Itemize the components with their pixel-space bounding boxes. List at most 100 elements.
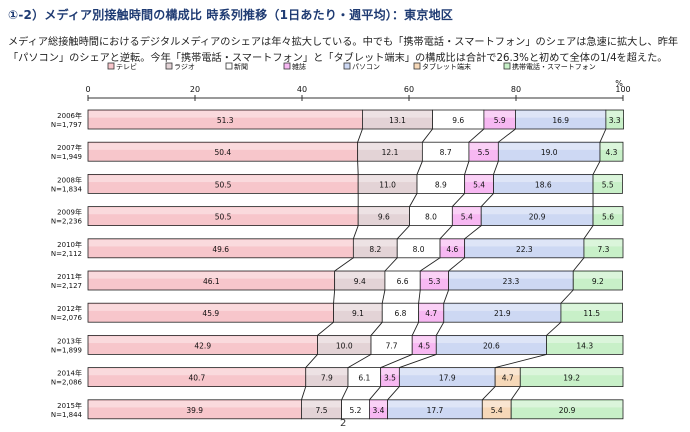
bar-connector-line <box>396 225 410 240</box>
legend-label: パソコン <box>352 63 380 71</box>
row-year-label: 2015年 <box>57 401 82 410</box>
bar-value-label: 9.4 <box>354 277 366 286</box>
bar-segment-highlight <box>382 304 419 311</box>
row-year-label: 2013年 <box>57 336 82 345</box>
x-tick-label: 100 <box>615 85 630 94</box>
axis-unit-label: % <box>615 79 623 88</box>
bar-value-label: 8.0 <box>413 245 425 254</box>
bar-value-label: 13.1 <box>389 116 406 125</box>
bar-value-label: 4.7 <box>425 309 437 318</box>
bar-value-label: 3.3 <box>609 116 621 125</box>
bar-connector-line <box>301 386 307 400</box>
bar-value-label: 6.1 <box>358 374 370 383</box>
bar-value-label: 4.3 <box>606 148 618 157</box>
bar-value-label: 5.3 <box>428 277 440 286</box>
bar-value-label: 6.8 <box>394 309 406 318</box>
bar-segment <box>605 109 624 130</box>
bar-segment-highlight <box>436 336 546 344</box>
bar-segment-highlight <box>342 400 369 408</box>
row-n-label: N=2,236 <box>51 218 83 226</box>
row-year-label: 2012年 <box>57 304 82 313</box>
legend-label: タブレット端末 <box>422 62 471 71</box>
bar-connector-line <box>493 161 499 175</box>
bar-value-label: 21.9 <box>494 309 511 318</box>
bar-connector-line <box>495 353 547 369</box>
bar-value-label: 22.3 <box>516 245 533 254</box>
bar-connector-line <box>439 225 453 240</box>
bar-segment-highlight <box>481 207 593 215</box>
bar-segment-highlight <box>388 400 482 408</box>
bar-segment <box>583 238 624 259</box>
bar-value-label: 5.6 <box>602 213 614 222</box>
bar-segment-highlight <box>88 239 353 247</box>
bar-segment-highlight <box>561 304 622 311</box>
bar-value-label: 46.1 <box>203 277 220 286</box>
bar-segment-highlight <box>465 239 584 247</box>
bar-segment-highlight <box>593 207 623 215</box>
bar-segment-highlight <box>495 368 520 376</box>
bar-connector-line <box>510 386 521 401</box>
bar-value-label: 19.0 <box>541 148 558 157</box>
bar-value-label: 5.5 <box>602 180 614 189</box>
bar-value-label: 9.1 <box>352 309 364 318</box>
bar-value-label: 20.6 <box>483 341 500 350</box>
row-n-label: N=2,086 <box>51 379 83 387</box>
bar-segment-highlight <box>318 336 371 344</box>
bar-connector-line <box>411 322 420 336</box>
bar-value-label: 4.7 <box>502 374 514 383</box>
bar-segment-highlight <box>358 175 417 183</box>
bar-segment-highlight <box>385 272 420 279</box>
bar-segment <box>560 302 623 323</box>
bar-value-label: 9.6 <box>452 116 464 125</box>
row-n-label: N=1,949 <box>51 153 82 161</box>
bar-connector-line <box>422 128 433 143</box>
bar-segment-highlight <box>88 272 335 279</box>
x-tick-label: 40 <box>297 85 307 94</box>
bar-value-label: 5.9 <box>494 116 506 125</box>
legend-label: ラジオ <box>174 63 195 71</box>
bar-segment-highlight <box>469 143 498 150</box>
bar-value-label: 11.5 <box>583 309 600 318</box>
bar-connector-line <box>416 161 423 175</box>
bar-segment <box>572 270 623 291</box>
bar-value-label: 23.3 <box>503 277 520 286</box>
bar-segment-highlight <box>358 143 422 150</box>
row-year-label: 2009年 <box>57 208 82 217</box>
bar-value-label: 6.6 <box>397 277 409 286</box>
bar-connector-line <box>572 257 585 272</box>
bar-value-label: 42.9 <box>194 341 211 350</box>
row-n-label: N=2,127 <box>51 282 82 290</box>
bar-connector-line <box>448 257 465 272</box>
bar-segment-highlight <box>88 111 362 118</box>
x-tick-label: 20 <box>190 85 200 94</box>
bar-segment-highlight <box>420 272 449 279</box>
row-year-label: 2010年 <box>57 240 82 249</box>
bar-value-label: 9.2 <box>592 277 604 286</box>
bar-segment-highlight <box>606 111 624 118</box>
bar-segment-highlight <box>369 400 388 408</box>
row-n-label: N=2,076 <box>51 314 83 322</box>
bar-segment-highlight <box>465 175 494 183</box>
bar-segment-highlight <box>417 175 465 183</box>
bar-value-label: 5.5 <box>478 148 490 157</box>
x-tick-label: 80 <box>511 85 521 94</box>
bar-segment-highlight <box>399 368 495 376</box>
legend-swatch <box>503 62 511 70</box>
row-year-label: 2011年 <box>57 272 82 281</box>
bar-segment-highlight <box>546 336 623 344</box>
bar-segment-highlight <box>444 304 561 311</box>
bar-connector-line <box>583 225 594 240</box>
bar-connector-line <box>369 386 381 401</box>
page-title: ①-2）メディア別接触時間の構成比 時系列推移（1日あたり・週平均）：東京地区 <box>8 8 453 22</box>
bar-value-label: 12.1 <box>382 148 399 157</box>
bar-value-label: 18.6 <box>535 180 552 189</box>
bar-connector-line <box>352 225 359 239</box>
bar-segment-highlight <box>353 239 397 247</box>
bar-segment-highlight <box>520 368 623 376</box>
bar-connector-line <box>546 321 562 336</box>
bar-segment-highlight <box>498 143 600 150</box>
bar-connector-line <box>305 354 318 368</box>
bar-value-label: 17.9 <box>439 374 456 383</box>
bar-value-label: 39.9 <box>186 406 203 415</box>
